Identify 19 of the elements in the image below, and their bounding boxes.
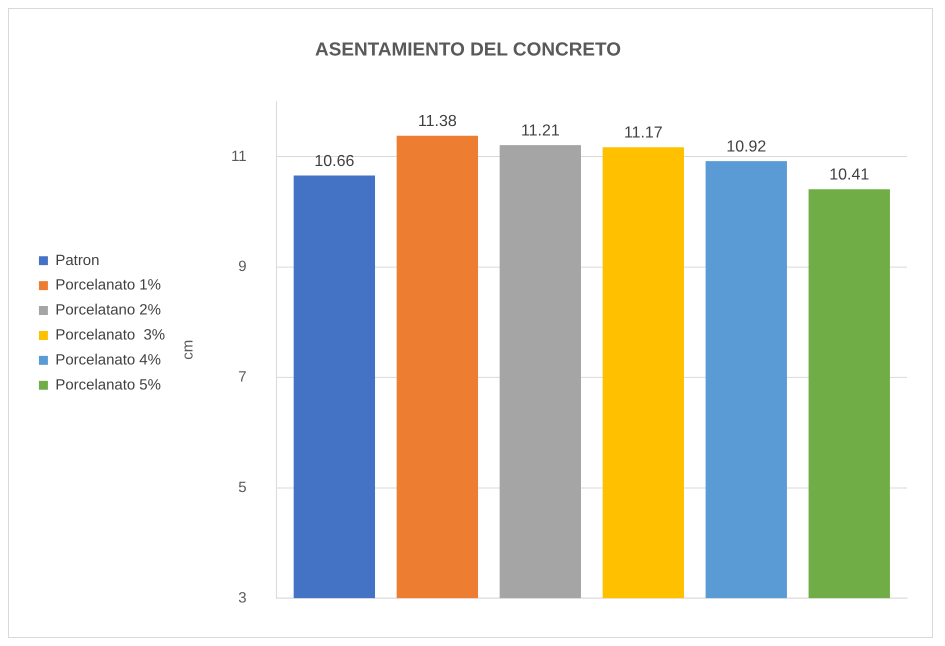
- y-tick-label: 11: [231, 148, 247, 165]
- data-label: 11.38: [418, 113, 457, 130]
- data-label: 11.17: [624, 124, 663, 142]
- chart-title: ASENTAMIENTO DEL CONCRETO: [315, 39, 622, 60]
- legend-label: Porcelanato 4%: [55, 352, 161, 369]
- data-label: 11.21: [520, 122, 560, 140]
- y-tick-label: 9: [238, 258, 247, 276]
- legend-label: Porcelanato 5%: [55, 376, 161, 394]
- data-label: 10.66: [314, 152, 354, 170]
- legend-label: Porcelanato 3%: [55, 326, 166, 344]
- y-tick-label: 5: [238, 478, 247, 496]
- y-axis-title: cm: [179, 340, 196, 360]
- y-tick-label: 3: [238, 589, 247, 606]
- y-tick-label: 7: [238, 368, 247, 386]
- legend-label: Porcelanato 1%: [55, 276, 161, 294]
- data-label: 10.41: [829, 166, 870, 184]
- data-label: 10.92: [726, 138, 766, 156]
- legend-label: Porcelatano 2%: [55, 302, 161, 319]
- legend-label: Patron: [55, 252, 100, 269]
